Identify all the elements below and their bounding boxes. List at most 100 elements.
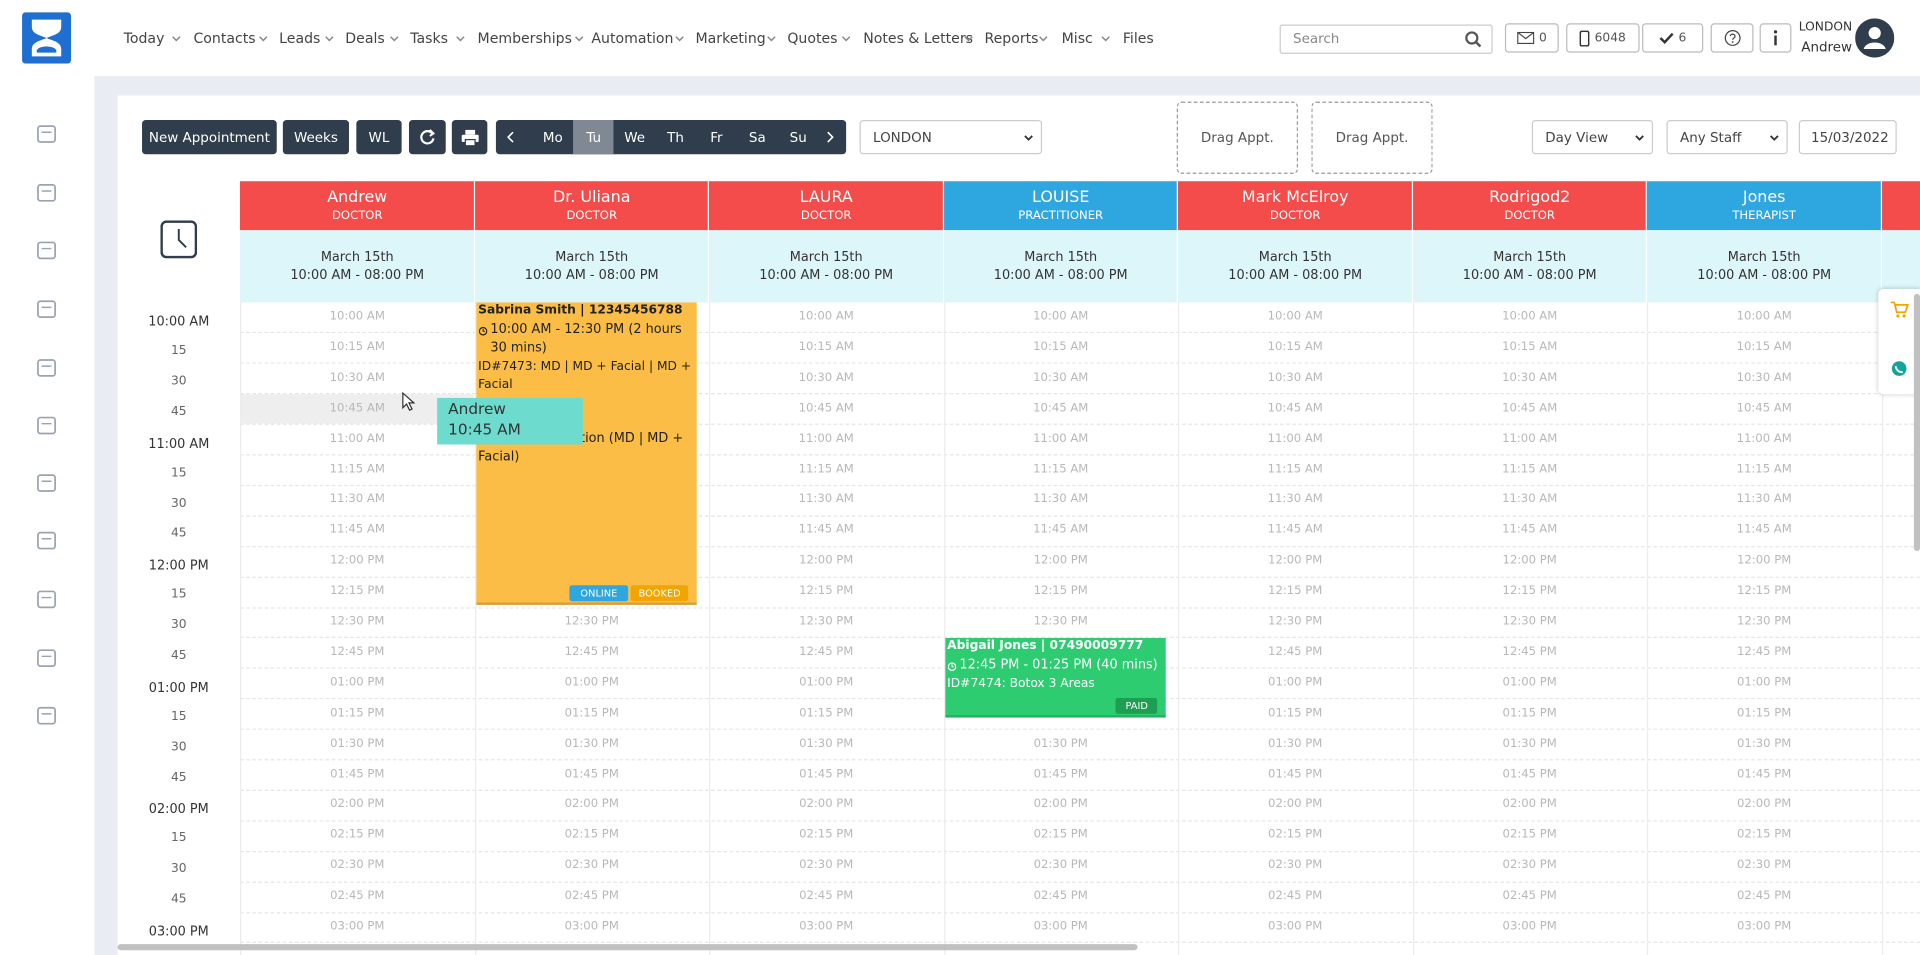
time-slot[interactable]: 12:15 PM <box>330 584 385 598</box>
time-slot[interactable]: 10:45 AM <box>1033 401 1089 415</box>
sidebar-icon[interactable] <box>37 648 57 668</box>
time-slot[interactable]: 01:45 PM <box>1737 767 1792 781</box>
time-slot[interactable]: 02:45 PM <box>1502 889 1557 903</box>
time-slot[interactable]: 01:15 PM <box>1737 706 1792 720</box>
sidebar-icon[interactable] <box>37 589 57 609</box>
time-slot[interactable]: 02:00 PM <box>564 797 619 812</box>
sidebar-icon[interactable] <box>37 705 57 725</box>
nav-item[interactable]: Quotes <box>787 29 838 47</box>
next-day[interactable] <box>827 131 834 143</box>
time-slot[interactable]: 02:15 PM <box>1268 828 1323 842</box>
time-slot[interactable]: 10:30 AM <box>329 370 385 385</box>
toolbar-button[interactable]: WL <box>356 120 402 155</box>
time-slot[interactable]: 02:00 PM <box>330 797 385 812</box>
nav-item[interactable]: Leads <box>279 29 321 47</box>
time-slot[interactable]: 11:00 AM <box>798 431 854 446</box>
time-slot[interactable]: 02:30 PM <box>799 858 854 873</box>
time-slot[interactable]: 11:15 AM <box>1502 462 1558 476</box>
day-button[interactable]: Tu <box>573 120 614 155</box>
task-counter[interactable]: 6 <box>1642 23 1704 53</box>
chat-icon[interactable] <box>1891 360 1908 377</box>
sidebar-icon[interactable] <box>37 240 57 260</box>
time-slot[interactable]: 12:00 PM <box>330 553 385 568</box>
time-slot[interactable]: 11:15 AM <box>1033 462 1089 476</box>
time-slot[interactable]: 12:15 PM <box>1737 584 1792 598</box>
time-slot[interactable]: 12:30 PM <box>1268 614 1323 629</box>
time-slot[interactable]: 10:45 AM <box>1502 401 1558 415</box>
time-slot[interactable]: 12:00 PM <box>1737 553 1792 568</box>
day-button[interactable]: Fr <box>696 120 736 154</box>
time-slot[interactable]: 12:00 PM <box>799 553 854 568</box>
time-slot[interactable]: 01:00 PM <box>564 675 619 690</box>
time-slot[interactable]: 10:45 AM <box>329 401 385 415</box>
time-slot[interactable]: 10:15 AM <box>798 340 854 354</box>
time-slot[interactable]: 11:45 AM <box>1736 523 1792 537</box>
time-slot[interactable]: 10:30 AM <box>1502 370 1558 385</box>
time-slot[interactable]: 03:00 PM <box>330 919 385 934</box>
time-slot[interactable]: 12:45 PM <box>330 645 385 659</box>
nav-item[interactable]: Marketing <box>695 29 766 47</box>
time-slot[interactable]: 12:30 PM <box>564 614 619 629</box>
time-slot[interactable]: 11:00 AM <box>329 431 385 446</box>
time-slot[interactable]: 10:00 AM <box>1033 309 1089 324</box>
time-slot[interactable]: 03:00 PM <box>1268 919 1323 934</box>
time-slot[interactable]: 11:45 AM <box>1502 523 1558 537</box>
time-slot[interactable]: 11:00 AM <box>1267 431 1323 446</box>
time-slot[interactable]: 11:45 AM <box>1267 523 1323 537</box>
time-slot[interactable]: 02:30 PM <box>1033 858 1088 873</box>
time-slot[interactable]: 10:00 AM <box>329 309 385 324</box>
time-slot[interactable]: 01:45 PM <box>330 767 385 781</box>
phone-counter[interactable]: 6048 <box>1566 23 1640 53</box>
time-slot[interactable]: 10:15 AM <box>1502 340 1558 354</box>
time-slot[interactable]: 01:30 PM <box>330 736 385 751</box>
view-select[interactable]: Day View <box>1531 120 1654 155</box>
prev-day[interactable] <box>507 131 514 143</box>
time-slot[interactable]: 02:15 PM <box>564 828 619 842</box>
time-slot[interactable]: 10:45 AM <box>1267 401 1323 415</box>
time-slot[interactable]: 12:45 PM <box>1268 645 1323 659</box>
time-slot[interactable]: 12:30 PM <box>1502 614 1557 629</box>
time-slot[interactable]: 03:00 PM <box>1033 919 1088 934</box>
time-slot[interactable]: 11:45 AM <box>329 523 385 537</box>
day-button[interactable]: Mo <box>533 120 573 154</box>
time-slot[interactable]: 02:45 PM <box>1268 889 1323 903</box>
time-slot[interactable]: 01:15 PM <box>799 706 854 720</box>
staff-select[interactable]: Any Staff <box>1666 120 1788 155</box>
sidebar-icon[interactable] <box>37 530 57 550</box>
time-slot[interactable]: 12:45 PM <box>799 645 854 659</box>
time-slot[interactable]: 11:15 AM <box>1267 462 1323 476</box>
sidebar-icon[interactable] <box>37 182 57 202</box>
time-slot[interactable]: 10:15 AM <box>1267 340 1323 354</box>
time-slot[interactable]: 02:45 PM <box>799 889 854 903</box>
time-slot[interactable]: 12:30 PM <box>1737 614 1792 629</box>
time-slot[interactable]: 11:30 AM <box>1267 492 1323 507</box>
time-slot[interactable]: 02:30 PM <box>1737 858 1792 873</box>
time-slot[interactable]: 01:45 PM <box>564 767 619 781</box>
toolbar-button[interactable]: New Appointment <box>142 120 277 155</box>
time-slot[interactable]: 12:15 PM <box>1268 584 1323 598</box>
nav-item[interactable]: Deals <box>345 29 385 47</box>
time-slot[interactable]: 01:00 PM <box>330 675 385 690</box>
time-slot[interactable]: 11:15 AM <box>798 462 854 476</box>
avatar[interactable] <box>1855 18 1895 58</box>
day-button[interactable]: Th <box>655 120 695 154</box>
time-slot[interactable]: 12:45 PM <box>1502 645 1557 659</box>
time-slot[interactable]: 10:45 AM <box>798 401 854 415</box>
nav-item[interactable]: Misc <box>1061 29 1093 47</box>
time-slot[interactable]: 02:15 PM <box>1033 828 1088 842</box>
nav-item[interactable]: Today <box>123 29 165 47</box>
day-button[interactable]: We <box>614 120 654 154</box>
time-slot[interactable]: 02:30 PM <box>564 858 619 873</box>
print-button[interactable] <box>451 120 488 155</box>
sidebar-icon[interactable] <box>37 473 57 493</box>
time-slot[interactable]: 01:15 PM <box>1268 706 1323 720</box>
time-slot[interactable]: 11:45 AM <box>798 523 854 537</box>
appointment[interactable]: Sabrina Smith | 12345456788 10:00 AM - 12… <box>475 302 697 605</box>
time-slot[interactable]: 10:00 AM <box>798 309 854 324</box>
time-slot[interactable]: 10:00 AM <box>1502 309 1558 324</box>
time-slot[interactable]: 02:30 PM <box>1268 858 1323 873</box>
toolbar-button[interactable]: Weeks <box>282 120 349 155</box>
time-slot[interactable]: 11:45 AM <box>1033 523 1089 537</box>
time-slot[interactable]: 12:45 PM <box>1737 645 1792 659</box>
time-slot[interactable]: 03:00 PM <box>1737 919 1792 934</box>
